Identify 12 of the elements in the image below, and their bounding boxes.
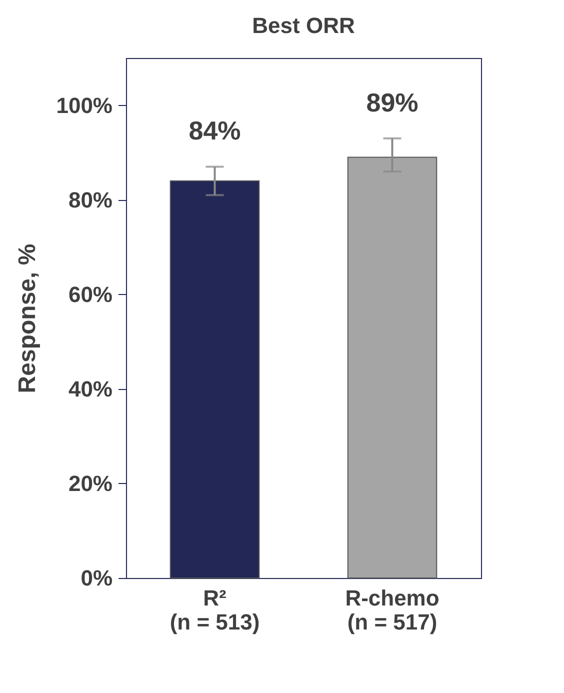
chart-title: Best ORR	[252, 13, 355, 38]
y-tick-label: 80%	[68, 187, 112, 212]
x-tick-label: R-chemo (n = 517)	[345, 586, 440, 634]
y-axis-title: Response, %	[14, 244, 42, 394]
data-label: 84%	[188, 116, 241, 146]
x-tick-label: R² (n = 513)	[170, 586, 260, 634]
y-tick-label: 60%	[68, 282, 112, 307]
y-tick-label: 20%	[68, 470, 112, 496]
data-label: 89%	[366, 87, 418, 118]
y-tick-label: 0%	[80, 566, 112, 590]
y-tick-label: 100%	[56, 92, 112, 118]
y-tick-label: 40%	[68, 376, 112, 402]
